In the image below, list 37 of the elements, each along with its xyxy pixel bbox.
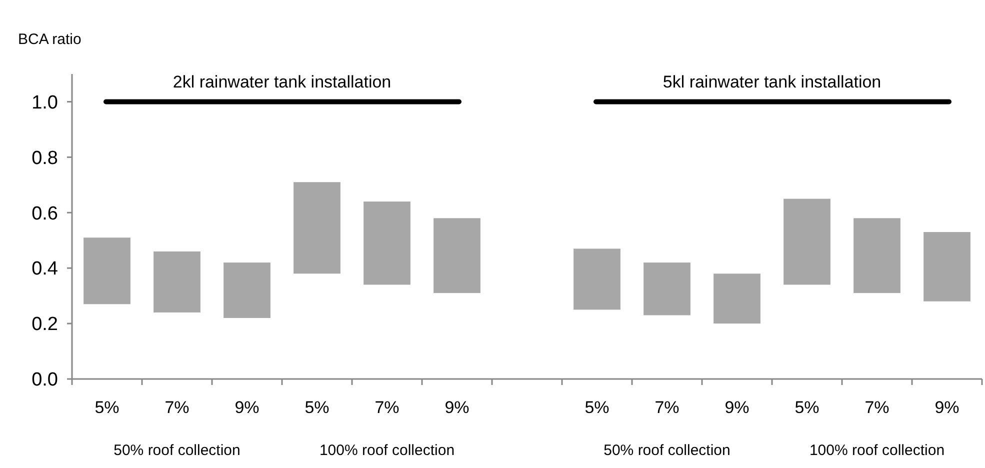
text: 50% roof collection [604,442,730,459]
x-tick-label: 9% [934,398,960,417]
x-tick-label: 9% [444,398,470,417]
text: 100% roof collection [809,442,945,459]
x-tick-label: 7% [654,398,680,417]
x-tick-label: 5% [304,398,330,417]
bar [84,238,130,304]
bar [434,218,480,294]
annotation: 5kl rainwater tank installation [662,72,882,92]
y-tick-label: 0.6 [32,203,58,224]
y-axis-title: BCA ratio [18,31,82,48]
bar [644,262,690,316]
y-tick-label: 0.8 [32,148,58,169]
bar [714,274,760,324]
y-tick-label: 1.0 [32,92,58,114]
annotation: 2kl rainwater tank installation [172,72,392,92]
bar [364,202,410,285]
x-tick-label: 7% [864,398,890,417]
x-tick-label: 5% [584,398,610,417]
y-tick-label: 0.2 [32,314,58,336]
bar [924,232,970,302]
x-tick-label: 9% [234,398,260,417]
bar [574,248,620,310]
bar [294,182,340,274]
x-tick-label: 7% [374,398,400,417]
y-tick-label: 0.4 [32,258,58,280]
y-tick-label: 0.0 [32,370,58,391]
text: 100% roof collection [319,442,455,459]
bar [154,251,200,312]
bar [784,198,830,285]
x-tick-label: 9% [724,398,750,417]
x-tick-label: 5% [94,398,120,417]
x-tick-label: 5% [794,398,820,417]
bar [224,262,270,318]
x-tick-label: 7% [164,398,190,417]
bar [854,218,900,294]
text: 50% roof collection [114,442,240,459]
